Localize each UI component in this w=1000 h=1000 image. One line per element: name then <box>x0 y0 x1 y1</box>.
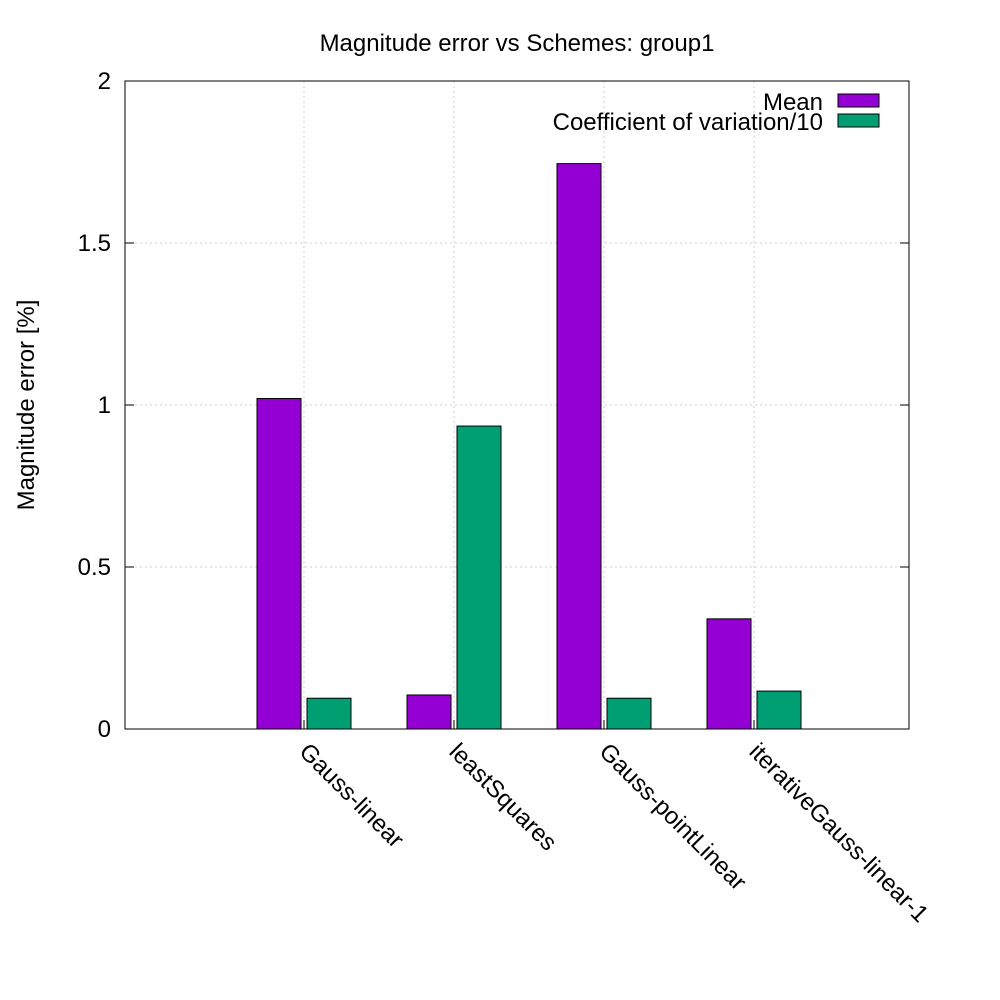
x-axis-category-labels: Gauss-linear leastSquares Gauss-pointLinea… <box>294 738 934 928</box>
y-tick-label: 1 <box>98 392 111 419</box>
legend-swatch <box>837 93 880 108</box>
legend-swatch <box>837 113 880 128</box>
bar-cov-1 <box>456 425 502 730</box>
y-tick-label: 0.5 <box>78 554 111 581</box>
y-axis-label: Magnitude error [%] <box>13 300 40 511</box>
x-category-label: Gauss-pointLinear <box>594 738 752 896</box>
legend-label: Coefficient of variation/10 <box>553 109 823 136</box>
bar-mean-0 <box>256 398 302 730</box>
bar-cov-0 <box>306 697 352 730</box>
x-category-label: Gauss-linear <box>294 738 409 853</box>
x-category-label: leastSquares <box>444 738 562 856</box>
x-category-label: iterativeGauss-linear-1 <box>744 738 934 928</box>
bar-mean-2 <box>556 163 602 730</box>
y-tick-label: 2 <box>98 68 111 95</box>
bar-cov-2 <box>606 697 652 730</box>
legend-label: Mean <box>763 89 823 116</box>
bar-cov-3 <box>756 690 802 730</box>
bars <box>256 163 802 730</box>
y-axis-ticks: 0 0.5 1 1.5 2 <box>78 68 909 743</box>
bar-mean-1 <box>406 694 452 730</box>
grid-lines <box>125 81 909 729</box>
chart-title: Magnitude error vs Schemes: group1 <box>320 30 715 57</box>
y-tick-label: 1.5 <box>78 230 111 257</box>
y-tick-label: 0 <box>98 716 111 743</box>
bar-mean-3 <box>706 618 752 730</box>
